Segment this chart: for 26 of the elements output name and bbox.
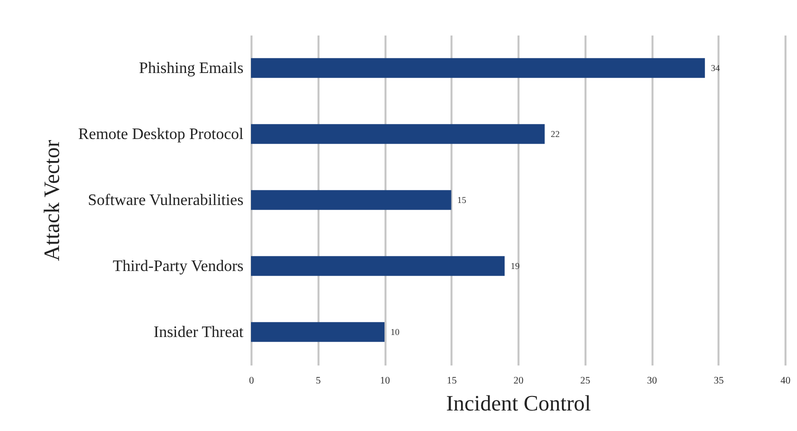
bar [251,256,505,276]
data-label: 34 [710,63,720,73]
y-tick-label: Third-Party Vendors [112,258,244,275]
bar [251,190,452,210]
x-tick-label: 5 [316,376,321,386]
data-label: 15 [457,195,467,205]
data-label: 10 [390,327,400,337]
y-tick-label: Insider Threat [154,324,244,341]
bar [251,124,545,144]
bar [251,58,705,78]
x-tick-label: 15 [446,376,457,386]
y-axis-title: Attack Vector [39,139,64,262]
x-axis-title: Incident Control [446,390,591,416]
y-tick-label: Software Vulnerabilities [88,192,244,209]
x-tick-label: 10 [380,376,390,386]
x-tick-label: 30 [647,376,657,386]
x-tick-label: 20 [514,376,524,386]
x-tick-label: 0 [249,376,254,386]
x-tick-label: 25 [580,376,590,386]
y-tick-label: Phishing Emails [139,60,244,77]
bar [251,322,384,342]
x-tick-label: 40 [780,376,790,386]
y-tick-label: Remote Desktop Protocol [78,126,244,143]
data-label: 19 [510,261,520,271]
data-label: 22 [550,129,560,139]
x-tick-label: 35 [714,376,724,386]
